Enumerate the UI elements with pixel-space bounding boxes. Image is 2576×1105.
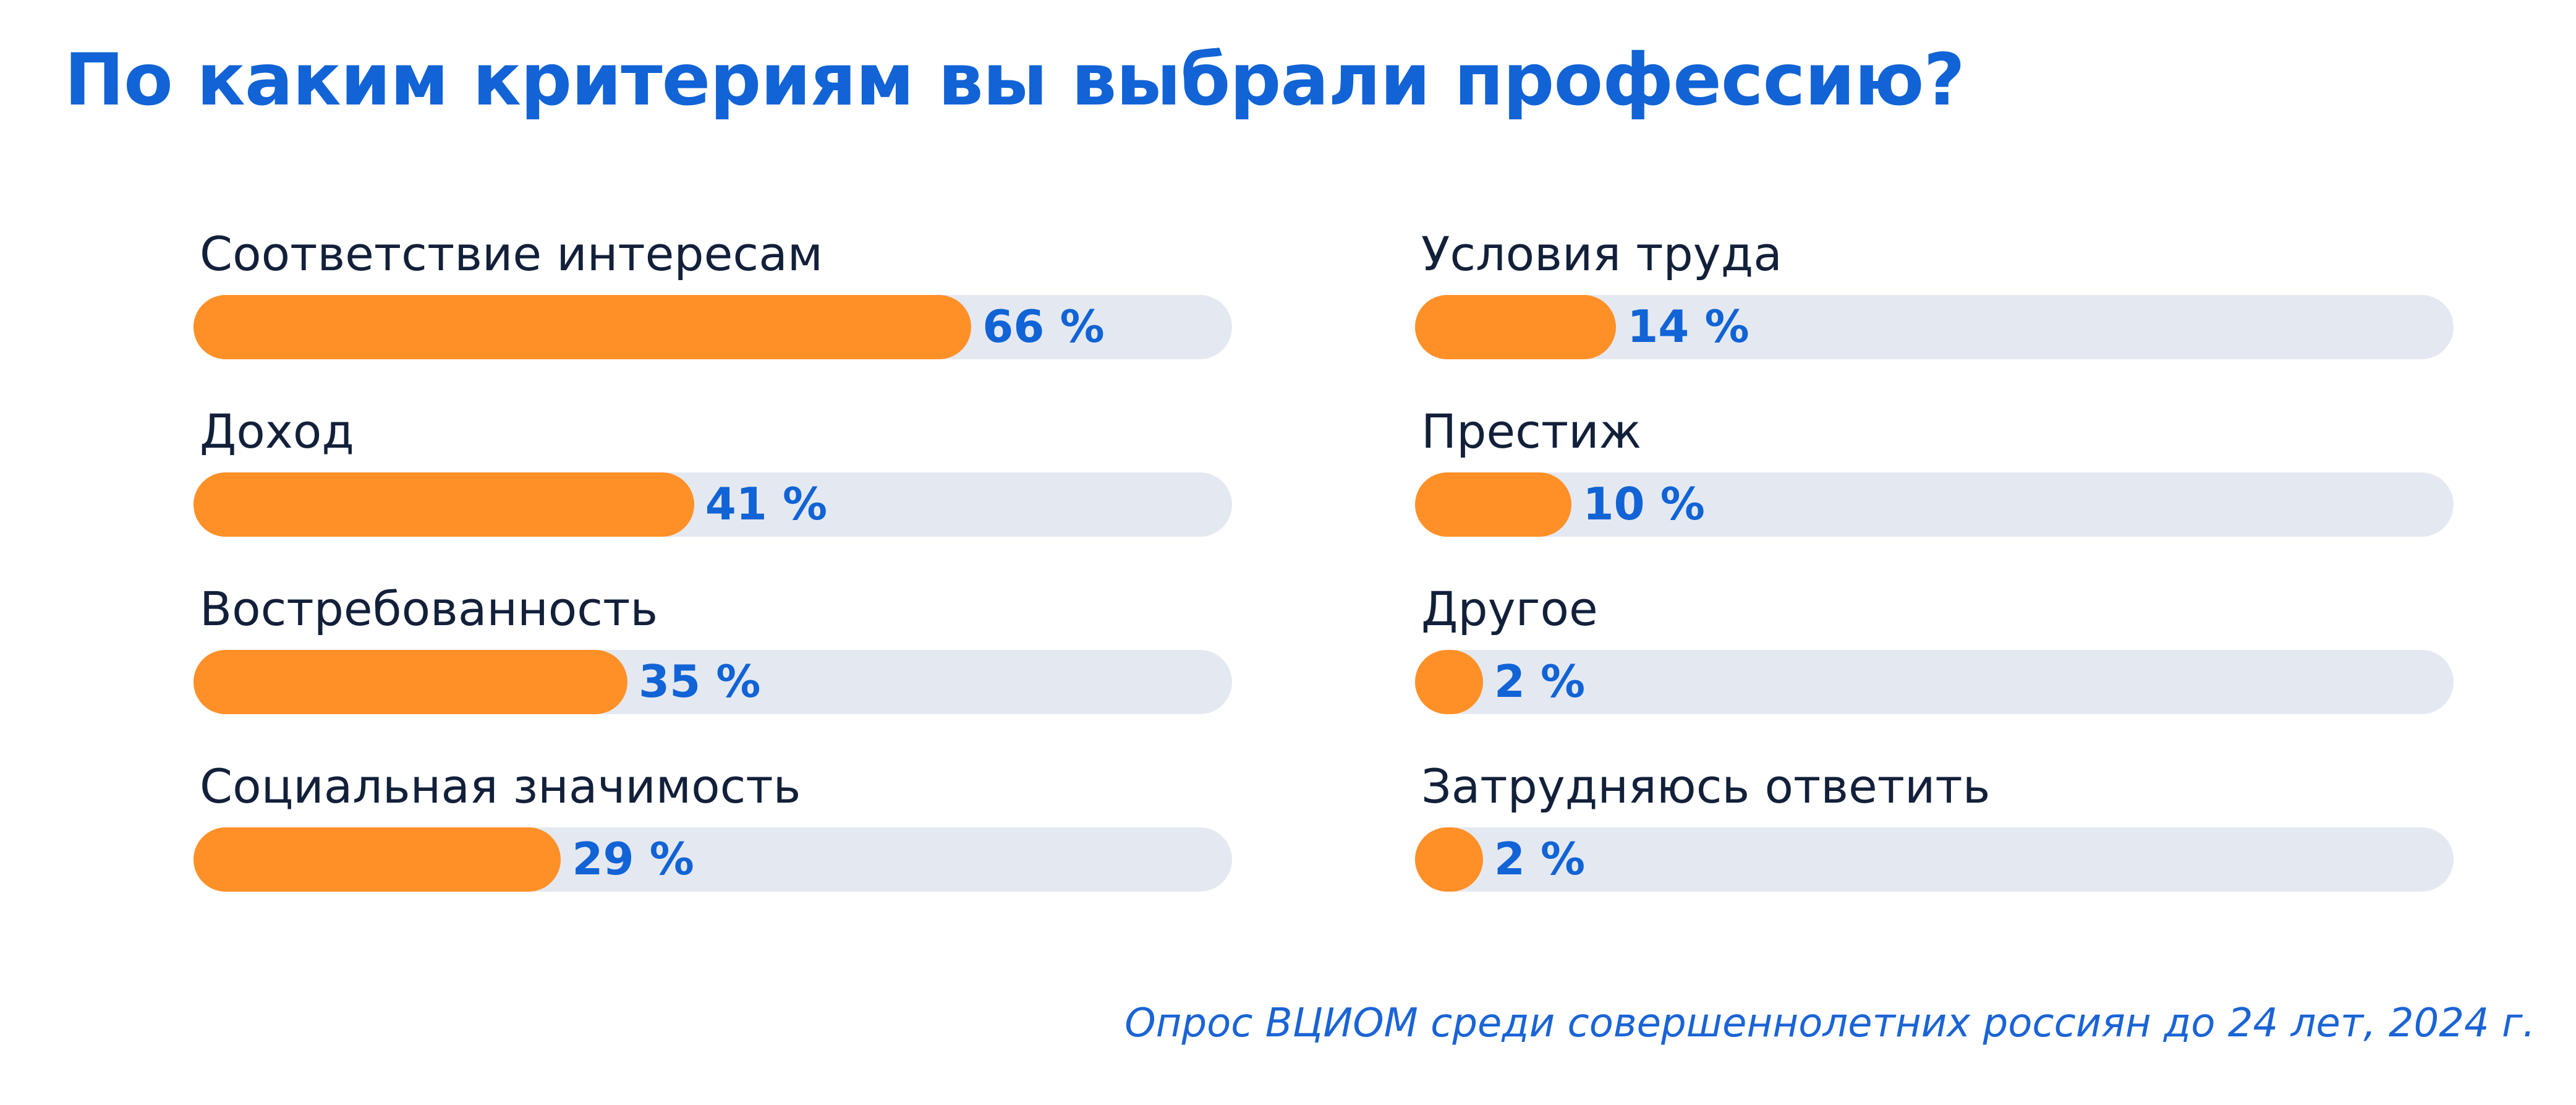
bar-item: Социальная значимость 29 % xyxy=(193,758,1232,907)
value-label: 10 % xyxy=(1583,478,1705,530)
bar-fill xyxy=(1415,650,1483,714)
bar-item: Условия труда 14 % xyxy=(1415,226,2454,374)
bar-item: Соответствие интересам 66 % xyxy=(193,226,1232,374)
bar-fill xyxy=(193,827,561,892)
value-label: 35 % xyxy=(639,655,761,707)
bar-fill xyxy=(193,650,628,714)
chart-title: По каким критериям вы выбрали профессию? xyxy=(64,38,1965,122)
bar-track xyxy=(1415,827,2454,892)
category-label: Востребованность xyxy=(200,581,658,636)
bar-track xyxy=(1415,472,2454,537)
category-label: Затрудняюсь ответить xyxy=(1421,759,1991,814)
category-label: Социальная значимость xyxy=(200,759,801,814)
source-note: Опрос ВЦИОМ среди совершеннолетних росси… xyxy=(1124,1000,2535,1046)
value-label: 2 % xyxy=(1494,833,1586,885)
bar-item: Престиж 10 % xyxy=(1415,403,2454,552)
bar-item: Востребованность 35 % xyxy=(193,581,1232,729)
bar-fill xyxy=(193,295,972,359)
category-label: Престиж xyxy=(1421,404,1642,459)
value-label: 29 % xyxy=(572,833,694,885)
bar-item: Затрудняюсь ответить 2 % xyxy=(1415,758,2454,907)
bar-fill xyxy=(1415,472,1572,537)
bar-item: Доход 41 % xyxy=(193,403,1232,552)
value-label: 2 % xyxy=(1494,655,1586,707)
bar-fill xyxy=(1415,295,1617,359)
bar-track xyxy=(1415,650,2454,714)
bar-track xyxy=(193,295,1232,359)
bar-track xyxy=(1415,295,2454,359)
value-label: 14 % xyxy=(1627,301,1749,352)
bar-track xyxy=(193,650,1232,714)
bar-fill xyxy=(193,472,694,537)
bar-track xyxy=(193,472,1232,537)
category-label: Другое xyxy=(1421,581,1598,636)
category-label: Условия труда xyxy=(1421,226,1782,281)
bar-track xyxy=(193,827,1232,892)
category-label: Соответствие интересам xyxy=(200,226,823,281)
category-label: Доход xyxy=(200,404,354,459)
bar-item: Другое 2 % xyxy=(1415,581,2454,729)
value-label: 41 % xyxy=(705,478,828,530)
value-label: 66 % xyxy=(982,301,1105,352)
bar-fill xyxy=(1415,827,1483,892)
